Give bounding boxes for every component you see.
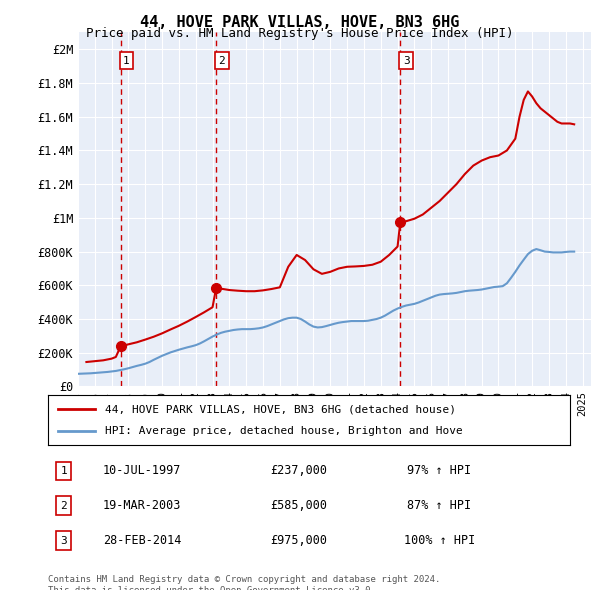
Text: 44, HOVE PARK VILLAS, HOVE, BN3 6HG: 44, HOVE PARK VILLAS, HOVE, BN3 6HG [140,15,460,30]
Text: 100% ↑ HPI: 100% ↑ HPI [404,535,475,548]
Text: 3: 3 [403,56,410,65]
Text: Contains HM Land Registry data © Crown copyright and database right 2024.
This d: Contains HM Land Registry data © Crown c… [48,575,440,590]
Text: 3: 3 [60,536,67,546]
Text: £585,000: £585,000 [270,499,327,513]
Text: 19-MAR-2003: 19-MAR-2003 [103,499,181,513]
Text: 87% ↑ HPI: 87% ↑ HPI [407,499,472,513]
Text: £975,000: £975,000 [270,535,327,548]
Text: 1: 1 [60,466,67,476]
Text: 44, HOVE PARK VILLAS, HOVE, BN3 6HG (detached house): 44, HOVE PARK VILLAS, HOVE, BN3 6HG (det… [106,404,457,414]
Text: 1: 1 [123,56,130,65]
Text: 97% ↑ HPI: 97% ↑ HPI [407,464,472,477]
Text: 2: 2 [218,56,226,65]
Text: 28-FEB-2014: 28-FEB-2014 [103,535,181,548]
Text: HPI: Average price, detached house, Brighton and Hove: HPI: Average price, detached house, Brig… [106,427,463,437]
Text: 2: 2 [60,501,67,511]
Text: 10-JUL-1997: 10-JUL-1997 [103,464,181,477]
Text: £237,000: £237,000 [270,464,327,477]
Text: Price paid vs. HM Land Registry's House Price Index (HPI): Price paid vs. HM Land Registry's House … [86,27,514,40]
